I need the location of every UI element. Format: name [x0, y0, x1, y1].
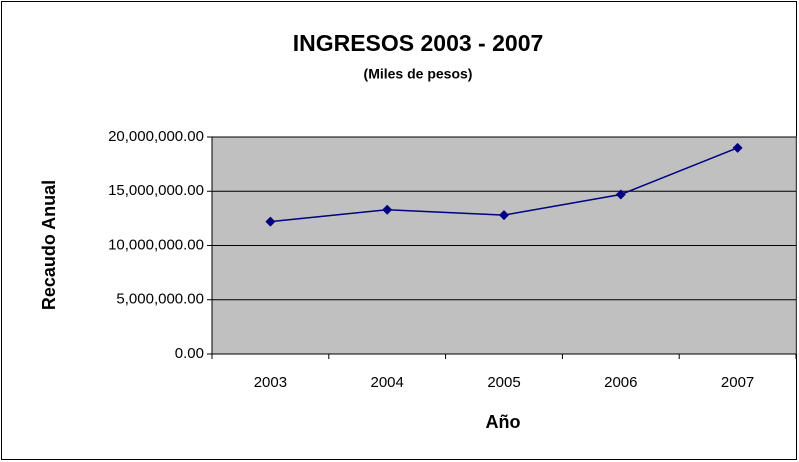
- point-marker: [499, 210, 509, 221]
- point-marker: [615, 189, 626, 200]
- y-tick-label: 0.00: [175, 345, 204, 362]
- point-marker: [382, 204, 393, 215]
- point-marker: [732, 142, 743, 153]
- y-tick-label: 15,000,000.00: [108, 182, 204, 199]
- point-marker: [265, 216, 276, 227]
- y-tick-label: 5,000,000.00: [116, 291, 204, 308]
- y-tick-label: 20,000,000.00: [108, 128, 204, 145]
- x-tick-label: 2007: [721, 374, 754, 391]
- chart-title: INGRESOS 2003 - 2007: [293, 30, 544, 56]
- x-tick-label: 2004: [371, 374, 404, 391]
- chart-subtitle: (Miles de pesos): [364, 66, 473, 82]
- y-tick-label: 10,000,000.00: [108, 236, 204, 253]
- x-tick-label: 2003: [254, 374, 287, 391]
- x-tick-label: 2005: [487, 374, 520, 391]
- y-axis-title: Recaudo Anual: [39, 180, 59, 310]
- x-tick-label: 2006: [604, 374, 637, 391]
- x-axis-title: Año: [486, 412, 521, 432]
